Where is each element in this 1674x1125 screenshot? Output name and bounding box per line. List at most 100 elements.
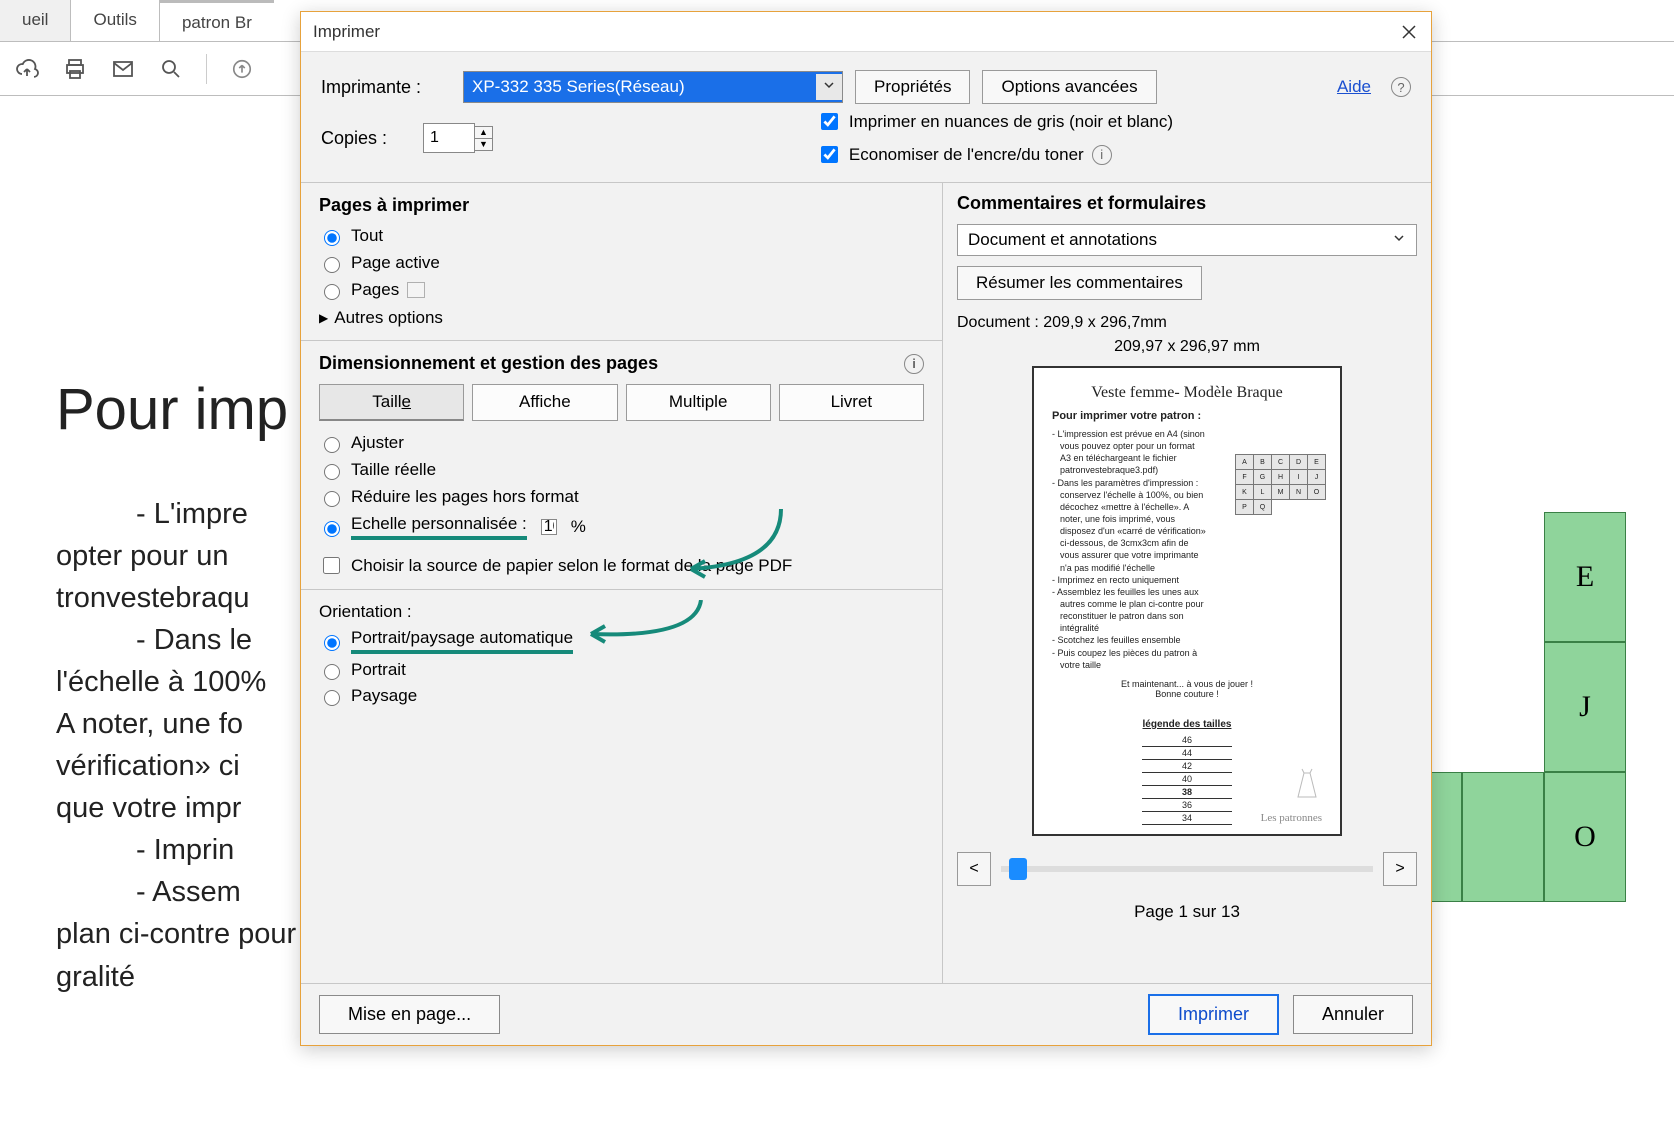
custom-scale-radio[interactable]: Echelle personnalisée : % bbox=[319, 514, 924, 540]
pages-range-label: Pages bbox=[351, 280, 399, 300]
dialog-title-text: Imprimer bbox=[313, 22, 380, 42]
sizing-section: Dimensionnement et gestion des pagesi Ta… bbox=[301, 341, 942, 590]
orientation-auto-radio[interactable]: Portrait/paysage automatique bbox=[319, 628, 924, 654]
pages-current-label: Page active bbox=[351, 253, 440, 273]
dialog-right-column: Commentaires et formulaires Document et … bbox=[943, 183, 1431, 983]
copies-input[interactable] bbox=[423, 123, 475, 153]
preview-prev-button[interactable]: < bbox=[957, 852, 991, 886]
page-setup-button[interactable]: Mise en page... bbox=[319, 995, 500, 1034]
cancel-button[interactable]: Annuler bbox=[1293, 995, 1413, 1034]
page-dimensions: 209,97 x 296,97 mm bbox=[957, 338, 1417, 356]
comments-dropdown[interactable]: Document et annotations bbox=[957, 224, 1417, 256]
pages-all-label: Tout bbox=[351, 226, 383, 246]
dress-icon bbox=[1292, 767, 1322, 806]
shrink-radio[interactable]: Réduire les pages hors format bbox=[319, 487, 924, 507]
preview-nav: < > bbox=[957, 852, 1417, 886]
paper-source-checkbox[interactable]: Choisir la source de papier selon le for… bbox=[319, 554, 924, 577]
fit-label: Ajuster bbox=[351, 433, 404, 453]
preview-brand: Les patronnes bbox=[1261, 812, 1322, 824]
close-icon[interactable] bbox=[1399, 22, 1419, 42]
chevron-down-icon bbox=[816, 74, 842, 100]
sizing-heading: Dimensionnement et gestion des pagesi bbox=[319, 353, 924, 374]
preview-closing: Bonne couture ! bbox=[1052, 689, 1322, 699]
grayscale-checkbox[interactable]: Imprimer en nuances de gris (noir et bla… bbox=[817, 110, 1173, 133]
triangle-right-icon: ▶ bbox=[319, 311, 328, 325]
tab-booklet[interactable]: Livret bbox=[779, 384, 924, 421]
print-dialog: Imprimer Imprimante : XP-332 335 Series(… bbox=[300, 11, 1432, 1046]
custom-scale-unit: % bbox=[571, 517, 586, 537]
pages-all-radio[interactable]: Tout bbox=[319, 226, 924, 246]
orientation-portrait-label: Portrait bbox=[351, 660, 406, 680]
preview-bullet: - Imprimez en recto uniquement bbox=[1060, 574, 1207, 586]
dialog-footer: Mise en page... Imprimer Annuler bbox=[301, 983, 1431, 1045]
comments-heading: Commentaires et formulaires bbox=[957, 193, 1417, 214]
print-icon[interactable] bbox=[62, 56, 88, 82]
copies-up-icon[interactable]: ▲ bbox=[475, 127, 492, 139]
pattern-cell bbox=[1462, 772, 1544, 902]
copies-stepper[interactable]: ▲▼ bbox=[423, 123, 493, 153]
savetoner-checkbox[interactable]: Economiser de l'encre/du toner bbox=[817, 143, 1084, 166]
preview-bullet: - Assemblez les feuilles les unes aux au… bbox=[1060, 586, 1207, 635]
toolbar-separator bbox=[206, 54, 207, 84]
copies-down-icon[interactable]: ▼ bbox=[475, 139, 492, 150]
preview-bullet: - Dans les paramètres d'impression : con… bbox=[1060, 477, 1207, 574]
pattern-cell: O bbox=[1544, 772, 1626, 902]
preview-closing: Et maintenant... à vous de jouer ! bbox=[1052, 679, 1322, 689]
savetoner-label: Economiser de l'encre/du toner bbox=[849, 145, 1084, 165]
dialog-left-column: Pages à imprimer Tout Page active Pages … bbox=[301, 183, 943, 983]
custom-scale-input[interactable] bbox=[541, 519, 557, 535]
savetoner-info-icon[interactable]: i bbox=[1092, 145, 1112, 165]
preview-section: Document : 209,9 x 296,7mm 209,97 x 296,… bbox=[957, 314, 1417, 922]
orientation-auto-label: Portrait/paysage automatique bbox=[351, 628, 573, 654]
preview-next-button[interactable]: > bbox=[1383, 852, 1417, 886]
preview-subheading: Pour imprimer votre patron : bbox=[1052, 410, 1322, 422]
document-dimensions: Document : 209,9 x 296,7mm bbox=[957, 314, 1417, 332]
orientation-landscape-label: Paysage bbox=[351, 686, 417, 706]
advanced-options-button[interactable]: Options avancées bbox=[982, 70, 1156, 104]
comments-dropdown-value: Document et annotations bbox=[968, 230, 1157, 250]
orientation-portrait-radio[interactable]: Portrait bbox=[319, 660, 924, 680]
sizing-info-icon[interactable]: i bbox=[904, 354, 924, 374]
preview-bullet: - Puis coupez les pièces du patron à vot… bbox=[1060, 647, 1207, 671]
pages-section: Pages à imprimer Tout Page active Pages … bbox=[301, 183, 942, 341]
shrink-label: Réduire les pages hors format bbox=[351, 487, 579, 507]
preview-slider[interactable] bbox=[1001, 866, 1373, 872]
sizing-tabs: Taille Affiche Multiple Livret bbox=[319, 384, 924, 421]
tab-size[interactable]: Taille bbox=[319, 384, 464, 421]
printer-select[interactable]: XP-332 335 Series(Réseau) bbox=[463, 71, 843, 103]
page-preview: Veste femme- Modèle Braque Pour imprimer… bbox=[1032, 366, 1342, 836]
preview-page-counter: Page 1 sur 13 bbox=[957, 902, 1417, 922]
actual-size-label: Taille réelle bbox=[351, 460, 436, 480]
printer-select-value: XP-332 335 Series(Réseau) bbox=[472, 77, 685, 97]
tab-home[interactable]: ueil bbox=[0, 0, 71, 41]
help-link[interactable]: Aide bbox=[1337, 77, 1371, 97]
mail-icon[interactable] bbox=[110, 56, 136, 82]
slider-thumb[interactable] bbox=[1009, 858, 1027, 880]
fit-radio[interactable]: Ajuster bbox=[319, 433, 924, 453]
preview-size-legend-title: légende des tailles bbox=[1052, 719, 1322, 730]
tab-multiple[interactable]: Multiple bbox=[626, 384, 771, 421]
tab-poster[interactable]: Affiche bbox=[472, 384, 617, 421]
orientation-heading: Orientation : bbox=[319, 602, 924, 622]
search-icon[interactable] bbox=[158, 56, 184, 82]
help-info-icon[interactable]: ? bbox=[1391, 77, 1411, 97]
pattern-cell: J bbox=[1544, 642, 1626, 772]
print-button[interactable]: Imprimer bbox=[1148, 994, 1279, 1035]
pages-current-radio[interactable]: Page active bbox=[319, 253, 924, 273]
summarize-comments-button[interactable]: Résumer les commentaires bbox=[957, 266, 1202, 300]
pages-more-options[interactable]: ▶Autres options bbox=[319, 308, 924, 328]
preview-title: Veste femme- Modèle Braque bbox=[1052, 384, 1322, 402]
tab-file[interactable]: patron Br bbox=[160, 0, 274, 41]
properties-button[interactable]: Propriétés bbox=[855, 70, 970, 104]
tab-tools[interactable]: Outils bbox=[71, 0, 159, 41]
pages-heading: Pages à imprimer bbox=[319, 195, 924, 216]
grayscale-label: Imprimer en nuances de gris (noir et bla… bbox=[849, 112, 1173, 132]
copies-label: Copies : bbox=[321, 128, 411, 149]
cloud-upload-icon[interactable] bbox=[14, 56, 40, 82]
pages-range-input[interactable] bbox=[407, 282, 425, 298]
nav-up-icon[interactable] bbox=[229, 56, 255, 82]
pages-range-radio[interactable]: Pages bbox=[319, 280, 924, 300]
orientation-landscape-radio[interactable]: Paysage bbox=[319, 686, 924, 706]
actual-size-radio[interactable]: Taille réelle bbox=[319, 460, 924, 480]
comments-section: Commentaires et formulaires Document et … bbox=[957, 193, 1417, 300]
